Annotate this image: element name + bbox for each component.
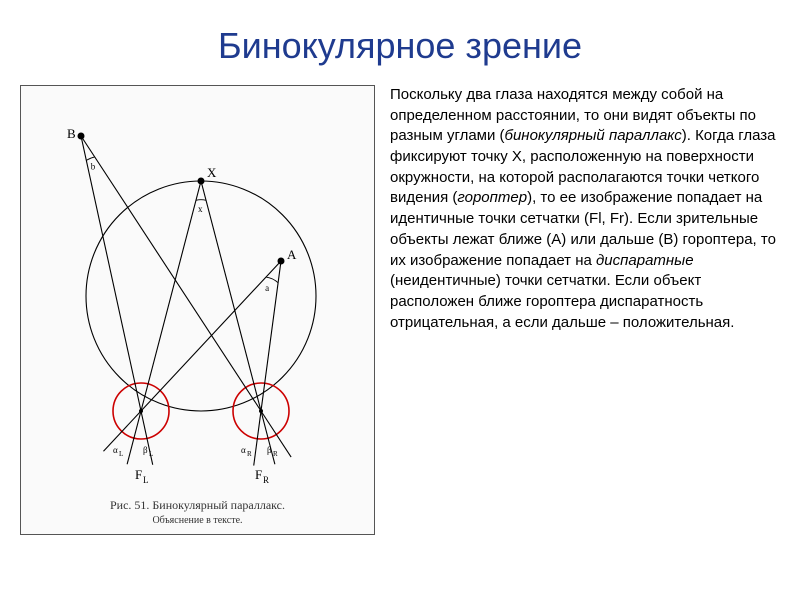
svg-text:A: A	[287, 247, 297, 262]
svg-text:X: X	[207, 165, 217, 180]
svg-text:L: L	[143, 475, 149, 485]
svg-text:B: B	[67, 126, 76, 141]
svg-text:β: β	[267, 445, 272, 455]
figure-caption: Рис. 51. Бинокулярный параллакс. Объясне…	[21, 498, 374, 526]
svg-text:b: b	[91, 161, 96, 171]
para-1i2: гороптер	[457, 189, 527, 206]
para-1i: бинокулярный параллакс	[505, 127, 682, 144]
svg-text:F: F	[255, 467, 262, 482]
svg-text:α: α	[113, 445, 118, 455]
para-1i3: диспаратные	[596, 252, 694, 269]
svg-text:L: L	[149, 450, 153, 458]
diagram-svg: xbaαLβLαRβRXBAFLFR	[21, 86, 376, 486]
svg-text:R: R	[263, 475, 269, 485]
svg-text:β: β	[143, 445, 148, 455]
svg-text:a: a	[265, 283, 269, 293]
svg-text:R: R	[247, 450, 252, 458]
svg-text:F: F	[135, 467, 142, 482]
page-title: Бинокулярное зрение	[0, 0, 800, 85]
svg-text:R: R	[273, 450, 278, 458]
caption-main: Рис. 51. Бинокулярный параллакс.	[21, 498, 374, 513]
svg-text:x: x	[198, 204, 203, 214]
svg-text:L: L	[119, 450, 123, 458]
content-row: xbaαLβLαRβRXBAFLFR Рис. 51. Бинокулярный…	[0, 85, 800, 535]
body-text: Поскольку два глаза находятся между собо…	[390, 85, 780, 535]
parallax-diagram: xbaαLβLαRβRXBAFLFR Рис. 51. Бинокулярный…	[20, 85, 375, 535]
caption-sub: Объяснение в тексте.	[21, 515, 374, 526]
para-1d: (неидентичные) точки сетчатки. Если объе…	[390, 272, 734, 330]
svg-text:α: α	[241, 445, 246, 455]
